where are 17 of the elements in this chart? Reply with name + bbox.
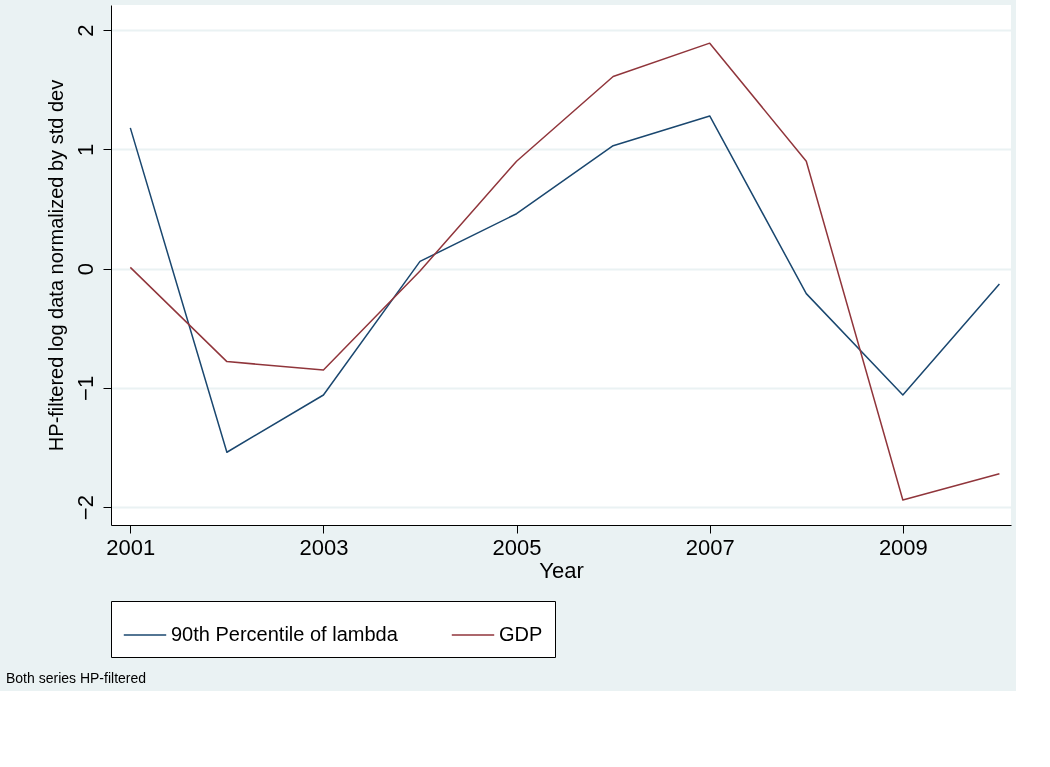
legend-label: GDP [499,623,543,645]
x-tick-label: 2003 [299,534,349,560]
y-tick-label: −1 [72,375,98,401]
legend-label: 90th Percentile of lambda [171,623,399,645]
x-tick-label: 2001 [106,534,156,560]
y-tick-label: −2 [72,495,98,521]
x-tick-label: 2009 [878,534,928,560]
y-axis-title: HP-filtered log data normalized by std dev [44,79,67,452]
y-tick-label: 2 [72,24,98,37]
y-tick-label: 1 [72,143,98,156]
x-tick-label: 2005 [492,534,542,560]
y-tick-label: 0 [72,262,98,276]
line-series [129,42,1001,501]
x-tick-label: 2007 [685,534,735,560]
x-axis-title: Year [539,557,584,583]
line-series [129,115,1001,453]
text: Both series HP-filtered [6,669,147,686]
